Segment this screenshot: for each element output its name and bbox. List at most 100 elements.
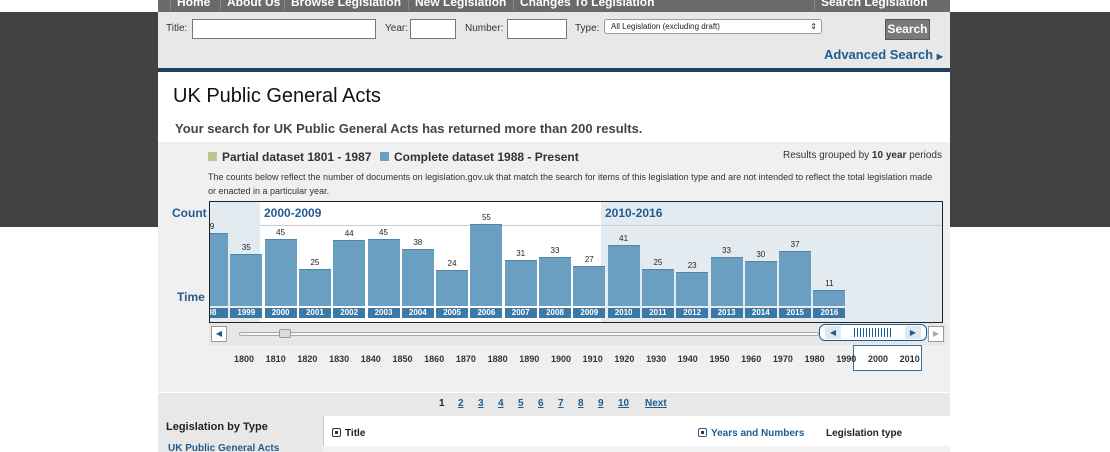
year-tick-label[interactable]: 2005 bbox=[436, 308, 469, 318]
year-tick-label[interactable]: 2000 bbox=[264, 308, 297, 318]
chart-bar[interactable] bbox=[436, 270, 469, 306]
decade-label[interactable]: 1880 bbox=[487, 354, 508, 364]
year-tick-label[interactable]: 2006 bbox=[470, 308, 503, 318]
sidebar-item-uk-public-general-acts[interactable]: UK Public General Acts bbox=[168, 443, 280, 452]
decade-label[interactable]: 1970 bbox=[772, 354, 793, 364]
handle-left-arrow-icon[interactable]: ◀ bbox=[825, 326, 841, 339]
chart-bar[interactable] bbox=[210, 232, 228, 306]
decade-label[interactable]: 2000 bbox=[867, 354, 889, 364]
page-link[interactable]: 4 bbox=[498, 398, 504, 409]
bar-value-label: 25 bbox=[310, 257, 320, 267]
slider-track-handle[interactable] bbox=[279, 329, 291, 338]
page-link[interactable]: 2 bbox=[458, 398, 464, 409]
year-tick-label[interactable]: 2003 bbox=[367, 308, 400, 318]
decade-label[interactable]: 1850 bbox=[392, 354, 413, 364]
year-tick-label[interactable]: 2012 bbox=[676, 308, 709, 318]
decade-label[interactable]: 1840 bbox=[360, 354, 381, 364]
chart-bar[interactable] bbox=[470, 223, 503, 306]
title-column-header[interactable]: Title bbox=[332, 428, 365, 439]
decade-label[interactable]: 1820 bbox=[297, 354, 318, 364]
year-tick-label[interactable]: 2007 bbox=[504, 308, 537, 318]
timeline-chart[interactable]: 2000-2009 2010-2016 9 98 35 1999 45 2000 25 200… bbox=[209, 201, 943, 323]
year-tick-label[interactable]: 2004 bbox=[401, 308, 434, 318]
chart-bar[interactable] bbox=[504, 259, 537, 306]
nav-browse-legislation[interactable]: Browse Legislation bbox=[284, 0, 407, 10]
title-input[interactable] bbox=[192, 19, 376, 39]
year-tick-label[interactable]: 1999 bbox=[230, 308, 263, 318]
years-column-header[interactable]: Years and Numbers bbox=[698, 428, 804, 439]
decade-label[interactable]: 1920 bbox=[614, 354, 635, 364]
nav-new-legislation[interactable]: New Legislation bbox=[408, 0, 512, 10]
slider-right-button[interactable]: ▶ bbox=[928, 326, 944, 342]
slider-left-button[interactable]: ◀ bbox=[211, 326, 227, 342]
decade-label[interactable]: 1990 bbox=[836, 354, 857, 364]
period-2000-2009[interactable]: 2000-2009 bbox=[260, 202, 601, 322]
chart-bar[interactable] bbox=[264, 238, 297, 306]
page-link[interactable]: 8 bbox=[578, 398, 584, 409]
handle-right-arrow-icon[interactable]: ▶ bbox=[905, 326, 921, 339]
chart-bar[interactable] bbox=[676, 271, 709, 306]
complete-swatch bbox=[380, 152, 389, 161]
year-tick-label[interactable]: 2010 bbox=[607, 308, 640, 318]
chart-bar[interactable] bbox=[779, 250, 812, 306]
bar-value-label: 37 bbox=[790, 239, 800, 249]
year-tick-label[interactable]: 2014 bbox=[744, 308, 777, 318]
nav-about-us[interactable]: About Us bbox=[220, 0, 286, 10]
bar-series: 9983519994520002520014420024520033820042… bbox=[210, 202, 942, 322]
decade-label[interactable]: 1870 bbox=[455, 354, 476, 364]
decade-label[interactable]: 1890 bbox=[519, 354, 540, 364]
year-tick-label[interactable]: 2011 bbox=[641, 308, 674, 318]
chart-bar[interactable] bbox=[744, 261, 777, 306]
number-input[interactable] bbox=[507, 19, 567, 39]
type-select[interactable]: All Legislation (excluding draft) ⇕ bbox=[604, 19, 822, 34]
search-button[interactable]: Search bbox=[885, 19, 930, 40]
decade-label[interactable]: 1830 bbox=[329, 354, 350, 364]
nav-changes-to-legislation[interactable]: Changes To Legislation bbox=[513, 0, 660, 10]
page-link[interactable]: 3 bbox=[478, 398, 484, 409]
slider-track[interactable] bbox=[239, 332, 819, 336]
year-tick-label[interactable]: 98 bbox=[210, 308, 228, 318]
next-page-link[interactable]: Next bbox=[645, 398, 667, 409]
nav-search-legislation[interactable]: Search Legislation bbox=[814, 0, 934, 10]
legend-partial: Partial dataset 1801 - 1987 bbox=[208, 150, 371, 164]
year-tick-label[interactable]: 2015 bbox=[779, 308, 812, 318]
chart-bar[interactable] bbox=[230, 253, 263, 306]
decade-label[interactable]: 1960 bbox=[741, 354, 762, 364]
year-tick-label[interactable]: 2002 bbox=[333, 308, 366, 318]
slider-window-handle[interactable]: ◀ ▶ bbox=[819, 324, 927, 341]
year-tick-label[interactable]: 2013 bbox=[710, 308, 743, 318]
chart-bar[interactable] bbox=[401, 249, 434, 306]
year-tick-label[interactable]: 2016 bbox=[813, 308, 846, 318]
decade-label[interactable]: 1930 bbox=[646, 354, 667, 364]
decade-label[interactable]: 1800 bbox=[233, 354, 255, 364]
year-input[interactable] bbox=[410, 19, 456, 39]
page-link[interactable]: 7 bbox=[558, 398, 564, 409]
decade-label[interactable]: 1950 bbox=[709, 354, 730, 364]
chart-bar[interactable] bbox=[607, 244, 640, 306]
chart-bar[interactable] bbox=[333, 240, 366, 306]
decade-label[interactable]: 1860 bbox=[424, 354, 445, 364]
decade-label[interactable]: 1910 bbox=[582, 354, 603, 364]
type-column-header[interactable]: Legislation type bbox=[826, 428, 903, 439]
year-tick-label[interactable]: 2008 bbox=[539, 308, 571, 318]
page-link[interactable]: 9 bbox=[598, 398, 604, 409]
decade-label[interactable]: 1980 bbox=[804, 354, 825, 364]
chart-bar[interactable] bbox=[641, 268, 674, 306]
year-tick-label[interactable]: 2009 bbox=[573, 308, 606, 318]
decade-label[interactable]: 1810 bbox=[265, 354, 286, 364]
chart-bar[interactable] bbox=[539, 256, 571, 306]
decade-label[interactable]: 1940 bbox=[677, 354, 698, 364]
chart-bar[interactable] bbox=[573, 265, 606, 306]
chart-bar[interactable] bbox=[710, 256, 743, 306]
advanced-search-link[interactable]: Advanced Search ▶ bbox=[824, 47, 943, 62]
chart-bar[interactable] bbox=[298, 268, 331, 306]
chart-bar[interactable] bbox=[813, 289, 846, 306]
page-link[interactable]: 5 bbox=[518, 398, 524, 409]
year-tick-label[interactable]: 2001 bbox=[298, 308, 331, 318]
page-link[interactable]: 10 bbox=[618, 398, 630, 409]
nav-home[interactable]: Home bbox=[170, 0, 216, 10]
chart-bar[interactable] bbox=[367, 238, 400, 306]
page-link[interactable]: 6 bbox=[538, 398, 544, 409]
decade-label[interactable]: 2010 bbox=[899, 354, 920, 364]
decade-label[interactable]: 1900 bbox=[550, 354, 572, 364]
